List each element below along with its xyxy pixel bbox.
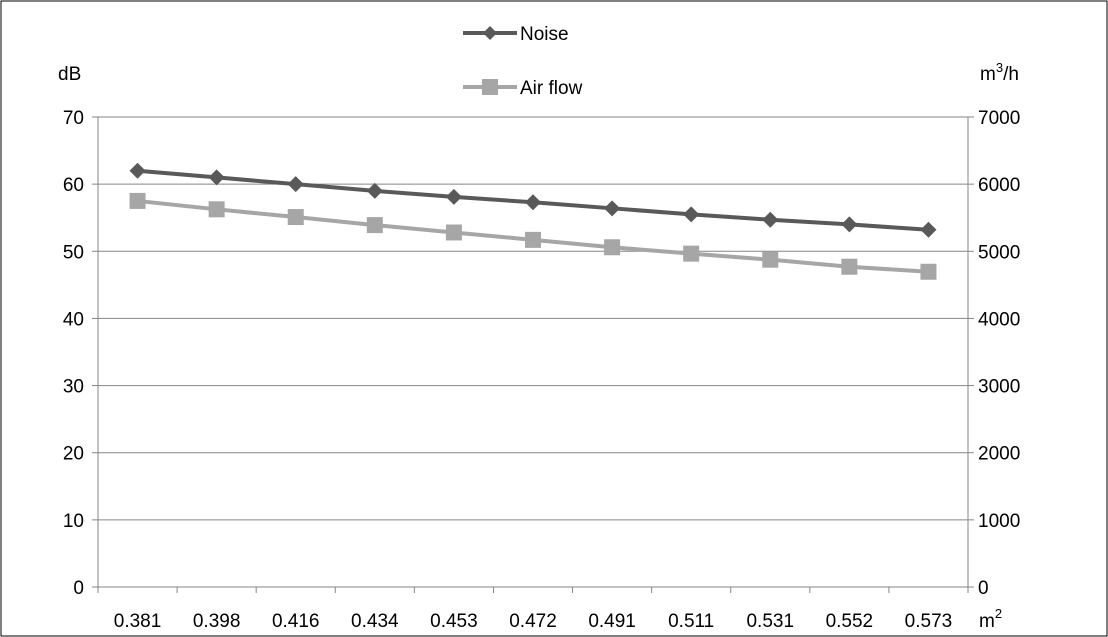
point-noise-3 [366, 182, 383, 199]
left-tick-label-20: 20 [63, 444, 84, 465]
point-noise-7 [683, 206, 700, 223]
point-air-flow-0 [129, 192, 146, 209]
x-tick-label-0.531: 0.531 [746, 611, 794, 632]
right-tick-label-7000: 7000 [978, 108, 1020, 129]
x-tick-label-0.453: 0.453 [430, 611, 478, 632]
right-tick-label-1000: 1000 [978, 511, 1020, 532]
point-air-flow-7 [683, 245, 700, 262]
left-tick-label-50: 50 [63, 242, 84, 263]
gridlines [98, 116, 968, 521]
left-tick-label-10: 10 [63, 511, 84, 532]
point-air-flow-3 [366, 217, 383, 234]
point-noise-8 [762, 211, 779, 228]
point-noise-4 [445, 188, 462, 205]
left-tick-label-70: 70 [63, 108, 84, 129]
x-tick-label-0.381: 0.381 [114, 611, 162, 632]
point-noise-9 [841, 216, 858, 233]
point-air-flow-5 [525, 231, 541, 248]
right-tick-label-2000: 2000 [978, 444, 1020, 465]
legend-marker-noise [483, 26, 497, 40]
point-air-flow-9 [841, 258, 858, 275]
point-air-flow-6 [604, 239, 621, 256]
point-air-flow-10 [920, 263, 937, 280]
point-air-flow-8 [762, 251, 779, 268]
legend-marker-air-flow [482, 79, 498, 95]
left-tick-label-40: 40 [63, 309, 84, 330]
point-noise-6 [604, 200, 621, 217]
left-tick-label-0: 0 [73, 578, 84, 599]
axes [92, 116, 974, 593]
x-tick-label-0.398: 0.398 [193, 611, 241, 632]
x-tick-label-0.511: 0.511 [668, 611, 714, 632]
right-tick-label-4000: 4000 [978, 309, 1020, 330]
x-tick-label-0.472: 0.472 [509, 611, 557, 632]
point-air-flow-1 [208, 201, 225, 218]
right-tick-label-5000: 5000 [978, 242, 1020, 263]
right-tick-label-3000: 3000 [978, 377, 1020, 398]
left-tick-label-60: 60 [63, 175, 84, 196]
legend-item-air-flow: Air flow [463, 78, 583, 99]
x-tick-label-0.573: 0.573 [905, 611, 953, 632]
legend-label-air-flow: Air flow [520, 78, 583, 99]
point-noise-5 [525, 194, 541, 211]
x-tick-label-0.416: 0.416 [272, 611, 320, 632]
point-noise-10 [920, 221, 937, 238]
x-tick-label-0.552: 0.552 [826, 611, 874, 632]
x-tick-label-0.491: 0.491 [588, 611, 636, 632]
legend: Noise Air flow [463, 24, 583, 99]
left-axis-label: dB [58, 64, 81, 85]
right-tick-label-6000: 6000 [978, 175, 1020, 196]
legend-item-noise: Noise [463, 24, 569, 45]
point-noise-0 [129, 162, 146, 179]
right-axis-label: m3/h [980, 60, 1019, 85]
x-axis-unit-label: m2 [979, 606, 1002, 632]
legend-label-noise: Noise [520, 24, 569, 45]
point-air-flow-4 [445, 224, 462, 241]
tick-labels: 0 10 20 30 40 50 60 70 0 1000 2000 3000 4000 5000 6000… [63, 108, 1020, 632]
right-tick-label-0: 0 [978, 578, 989, 599]
x-tick-label-0.434: 0.434 [351, 611, 399, 632]
point-noise-2 [287, 176, 304, 193]
left-tick-label-30: 30 [63, 377, 84, 398]
point-air-flow-2 [287, 209, 304, 226]
point-noise-1 [208, 169, 225, 186]
series [129, 162, 937, 280]
